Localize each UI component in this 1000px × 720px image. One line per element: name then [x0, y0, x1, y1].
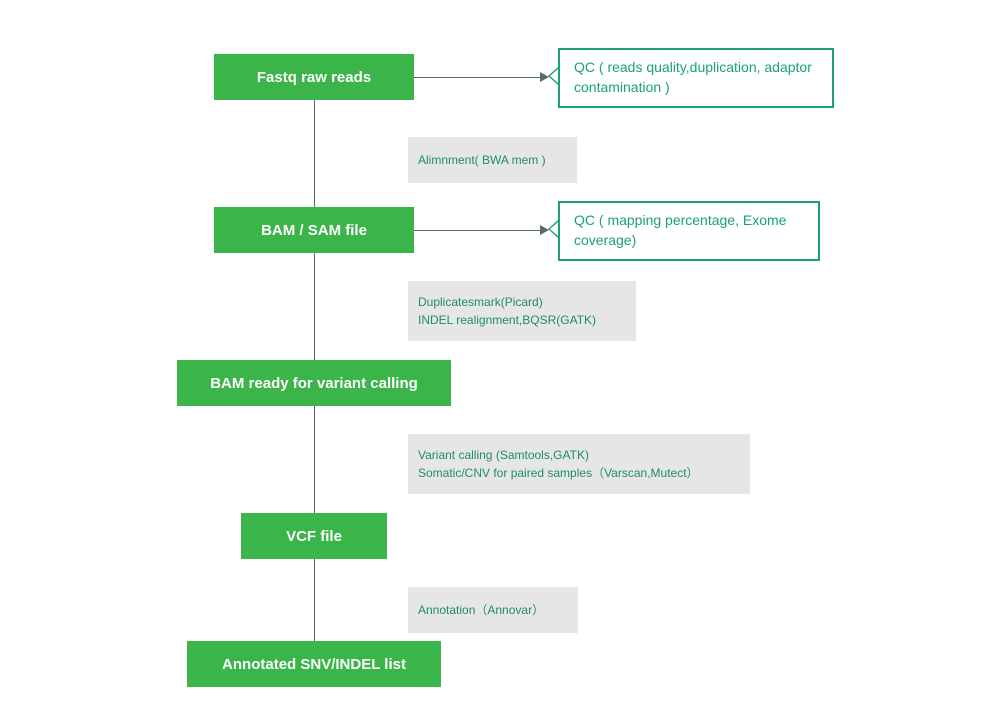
step-text: Annotation（Annovar）: [418, 601, 544, 619]
stage-vcf: VCF file: [241, 513, 387, 559]
step-text: Duplicatesmark(Picard)INDEL realignment,…: [418, 293, 596, 329]
qc-text: QC ( mapping percentage, Exome coverage): [574, 211, 818, 250]
stage-label: Fastq raw reads: [257, 69, 371, 86]
connector-line: [314, 253, 315, 360]
step-variant-calling: Variant calling (Samtools,GATK)Somatic/C…: [408, 434, 750, 494]
stage-annotated: Annotated SNV/INDEL list: [187, 641, 441, 687]
connector-line: [314, 559, 315, 641]
step-dup-realign: Duplicatesmark(Picard)INDEL realignment,…: [408, 281, 636, 341]
connector-line: [314, 100, 315, 207]
connector-line: [314, 406, 315, 513]
step-alignment: Alimnment( BWA mem ): [408, 137, 577, 183]
qc-notch-icon: [548, 67, 558, 85]
stage-label: VCF file: [286, 528, 342, 545]
flowchart-canvas: Fastq raw reads BAM / SAM file BAM ready…: [0, 0, 1000, 720]
qc-notch-icon: [548, 220, 558, 238]
arrow-line: [414, 230, 540, 231]
step-text: Alimnment( BWA mem ): [418, 151, 546, 169]
stage-label: BAM ready for variant calling: [210, 375, 418, 392]
stage-label: Annotated SNV/INDEL list: [222, 656, 406, 673]
stage-label: BAM / SAM file: [261, 222, 367, 239]
qc-text: QC ( reads quality,duplication, adaptor …: [574, 58, 832, 97]
qc-box-mapping: QC ( mapping percentage, Exome coverage): [558, 201, 820, 261]
arrow-line: [414, 77, 540, 78]
stage-fastq: Fastq raw reads: [214, 54, 414, 100]
stage-bam-sam: BAM / SAM file: [214, 207, 414, 253]
step-annotation: Annotation（Annovar）: [408, 587, 578, 633]
step-text: Variant calling (Samtools,GATK)Somatic/C…: [418, 446, 699, 482]
stage-bam-ready: BAM ready for variant calling: [177, 360, 451, 406]
qc-box-reads: QC ( reads quality,duplication, adaptor …: [558, 48, 834, 108]
